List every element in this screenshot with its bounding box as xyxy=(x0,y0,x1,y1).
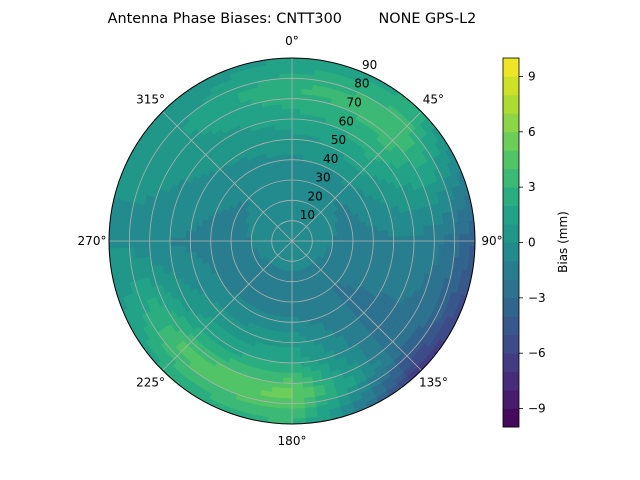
angular-tick-label: 135° xyxy=(419,375,448,389)
colorbar-band xyxy=(503,390,519,409)
angular-tick-label: 45° xyxy=(423,93,444,107)
colorbar-band xyxy=(503,316,519,336)
colorbar-band xyxy=(503,224,519,243)
colorbar-band xyxy=(503,408,519,428)
colorbar-bands xyxy=(503,58,519,428)
colorbar-band xyxy=(503,297,519,317)
colorbar-tick-label: 3 xyxy=(528,180,536,194)
angular-tick-label: 270° xyxy=(78,234,107,248)
colorbar-band xyxy=(503,76,519,96)
colorbar-band xyxy=(503,94,519,114)
radial-tick-label: 30 xyxy=(315,171,330,185)
colorbar-band xyxy=(503,113,519,133)
colorbar-band xyxy=(503,131,519,151)
colorbar-band xyxy=(503,279,519,299)
radial-tick-label: 20 xyxy=(308,189,323,203)
chart-title: Antenna Phase Biases: CNTT300 NONE GPS-L… xyxy=(108,11,477,27)
colorbar-tick-label: 6 xyxy=(528,125,536,139)
angular-tick-label: 0° xyxy=(285,34,299,48)
radial-tick-label: 70 xyxy=(346,96,361,110)
colorbar-band xyxy=(503,58,519,77)
colorbar-band xyxy=(503,371,519,391)
radial-tick-label: 50 xyxy=(331,133,346,147)
colorbar-band xyxy=(503,353,519,373)
colorbar-tick-label: −3 xyxy=(528,291,546,305)
angular-tick-label: 225° xyxy=(136,375,165,389)
colorbar-band xyxy=(503,205,519,225)
colorbar-label: Bias (mm) xyxy=(556,211,570,273)
colorbar-band xyxy=(503,334,519,354)
colorbar-tick-label: 9 xyxy=(528,69,536,83)
colorbar-band xyxy=(503,187,519,206)
radial-tick-label: 60 xyxy=(339,114,354,128)
colorbar-band xyxy=(503,150,519,170)
colorbar-band xyxy=(503,260,519,280)
colorbar: −9 −6 −3 0 3 6 9 Bias (mm) xyxy=(502,57,570,428)
polar-grid xyxy=(109,58,475,424)
colorbar-band xyxy=(503,168,519,188)
colorbar-tick-label: −6 xyxy=(528,346,546,360)
colorbar-tick-label: −9 xyxy=(528,402,546,416)
angular-tick-label: 180° xyxy=(278,434,307,448)
colorbar-band xyxy=(503,242,519,262)
radial-tick-label: 80 xyxy=(354,77,369,91)
angular-tick-label: 90° xyxy=(481,234,502,248)
radial-tick-label: 90 xyxy=(362,58,377,72)
colorbar-tick-label: 0 xyxy=(528,236,536,250)
colorbar-ticks: −9 −6 −3 0 3 6 9 xyxy=(519,69,546,416)
radial-tick-label: 10 xyxy=(300,208,315,222)
radial-tick-label: 40 xyxy=(323,152,338,166)
angular-tick-label: 315° xyxy=(136,93,165,107)
